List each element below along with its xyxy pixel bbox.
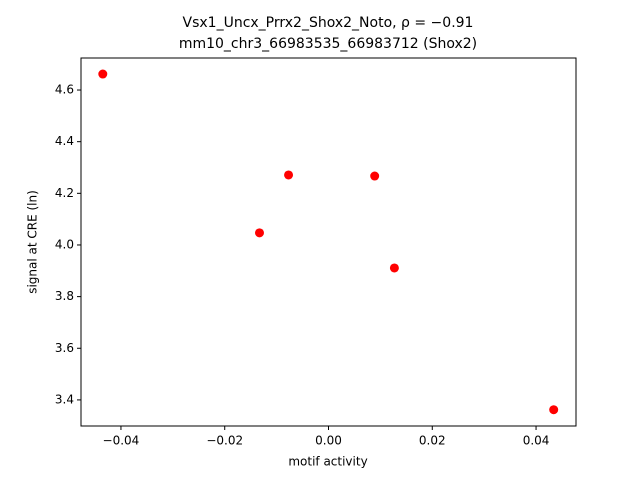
x-tick-label: −0.02 <box>206 434 243 448</box>
x-tick-label: 0.04 <box>523 434 550 448</box>
y-tick-label: 3.4 <box>55 392 74 406</box>
y-tick-label: 4.6 <box>55 83 74 97</box>
y-axis-label: signal at CRE (ln) <box>26 190 40 294</box>
point <box>389 263 399 273</box>
y-tick-label: 4.4 <box>55 134 74 148</box>
y-tick-label: 3.6 <box>55 341 74 355</box>
point <box>284 170 294 180</box>
y-tick-label: 4.0 <box>55 237 74 251</box>
y-tick-label: 3.8 <box>55 289 74 303</box>
chart-subtitle: mm10_chr3_66983535_66983712 (Shox2) <box>179 36 477 52</box>
point <box>370 171 380 181</box>
x-tick-label: 0.00 <box>315 434 342 448</box>
point <box>254 228 264 238</box>
x-axis-label: motif activity <box>288 455 367 469</box>
point <box>549 405 559 415</box>
chart-title: Vsx1_Uncx_Prrx2_Shox2_Noto, ρ = −0.91 <box>183 15 474 31</box>
point <box>98 69 108 79</box>
x-tick-label: −0.04 <box>103 434 140 448</box>
y-tick-label: 4.2 <box>55 186 74 200</box>
x-tick-label: 0.02 <box>419 434 446 448</box>
